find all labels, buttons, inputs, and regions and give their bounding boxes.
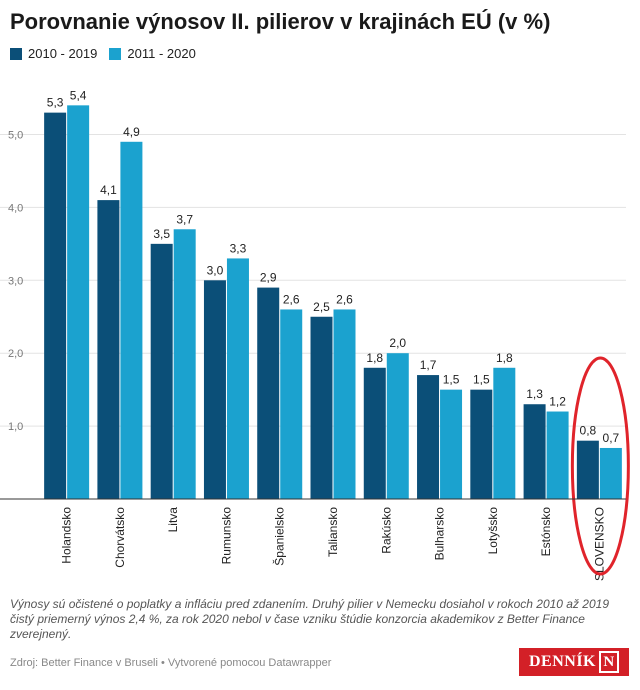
legend: 2010 - 2019 2011 - 2020 xyxy=(10,46,208,61)
bar xyxy=(576,440,599,499)
bar-value-label: 1,3 xyxy=(526,387,543,401)
chart-note: Výnosy sú očistené o poplatky a infláciu… xyxy=(10,597,609,641)
y-tick-label: 4,0 xyxy=(8,202,23,214)
x-category-label: Estónsko xyxy=(539,507,553,557)
bar xyxy=(493,367,516,499)
y-tick-label: 1,0 xyxy=(8,421,23,433)
bar-value-label: 1,5 xyxy=(443,373,460,387)
x-category-label: Litva xyxy=(166,507,180,533)
bar-value-label: 2,9 xyxy=(260,271,277,285)
bar xyxy=(44,112,67,499)
x-category-label: Rakúsko xyxy=(379,507,393,554)
bar-value-label: 3,0 xyxy=(207,263,224,277)
bar xyxy=(173,229,196,499)
x-category-label: Bulharsko xyxy=(433,507,447,561)
bar xyxy=(120,141,143,499)
x-category-label: Španielsko xyxy=(272,507,287,566)
x-category-label: Rumunsko xyxy=(219,507,233,565)
bar-value-label: 4,9 xyxy=(123,125,140,139)
bar xyxy=(280,309,303,499)
bar xyxy=(470,389,493,499)
bar xyxy=(386,353,409,499)
bar xyxy=(97,200,120,500)
logo-text: DENNÍK xyxy=(528,653,596,670)
bar xyxy=(333,309,356,499)
bar-value-label: 2,5 xyxy=(313,300,330,314)
y-tick-label: 2,0 xyxy=(8,348,23,360)
bar-value-label: 5,4 xyxy=(70,88,87,102)
bar-value-label: 1,8 xyxy=(366,351,383,365)
bar xyxy=(257,287,280,499)
chart-title: Porovnanie výnosov II. pilierov v krajin… xyxy=(10,9,551,34)
x-category-label: Lotyšsko xyxy=(486,507,500,555)
dennik-n-logo: DENNÍK N xyxy=(519,648,629,676)
bar-value-label: 1,2 xyxy=(549,395,566,409)
bar xyxy=(523,404,546,499)
bar xyxy=(150,243,173,499)
bar-value-label: 5,3 xyxy=(47,96,64,110)
legend-item-2011-2020: 2011 - 2020 xyxy=(109,46,196,61)
source-line: Zdroj: Better Finance v Bruseli • Vytvor… xyxy=(10,657,332,669)
x-category-label: Taliansko xyxy=(326,507,340,557)
bar-value-label: 1,5 xyxy=(473,373,490,387)
bar xyxy=(546,411,569,499)
bar xyxy=(310,316,333,499)
logo-n-box: N xyxy=(599,651,619,673)
bar-value-label: 2,0 xyxy=(389,336,406,350)
bar xyxy=(417,375,440,499)
bar-value-label: 1,8 xyxy=(496,351,513,365)
bar xyxy=(226,258,249,499)
bar-value-label: 0,8 xyxy=(580,424,597,438)
bar xyxy=(67,105,90,499)
bar-value-label: 2,6 xyxy=(336,292,353,306)
legend-label-2010-2019: 2010 - 2019 xyxy=(28,46,98,61)
x-category-label: Holandsko xyxy=(60,507,74,564)
bar-value-label: 3,3 xyxy=(230,241,247,255)
bar xyxy=(203,280,226,499)
bar-chart: 1,0 2,0 3,0 4,0 5,0 5,3 5,4 Holandsko 4,1 4,9 Chor… xyxy=(0,88,630,581)
legend-label-2011-2020: 2011 - 2020 xyxy=(127,46,196,61)
bar xyxy=(440,389,463,499)
y-tick-label: 5,0 xyxy=(8,130,23,142)
bar-value-label: 3,7 xyxy=(176,212,193,226)
legend-swatch-2010-2019 xyxy=(10,47,22,60)
bar-value-label: 1,7 xyxy=(420,358,437,372)
bar-value-label: 0,7 xyxy=(603,431,620,445)
bar xyxy=(363,367,386,499)
x-category-label: Chorvátsko xyxy=(113,507,127,568)
legend-item-2010-2019: 2010 - 2019 xyxy=(10,46,97,61)
highlight-circle xyxy=(570,356,630,576)
y-tick-label: 3,0 xyxy=(8,275,23,287)
bar-value-label: 3,5 xyxy=(153,227,170,241)
bar xyxy=(599,447,622,499)
x-category-label: SLOVENSKO xyxy=(592,507,606,581)
bar-value-label: 2,6 xyxy=(283,292,300,306)
legend-swatch-2011-2020 xyxy=(109,47,122,60)
bar-value-label: 4,1 xyxy=(100,183,117,197)
